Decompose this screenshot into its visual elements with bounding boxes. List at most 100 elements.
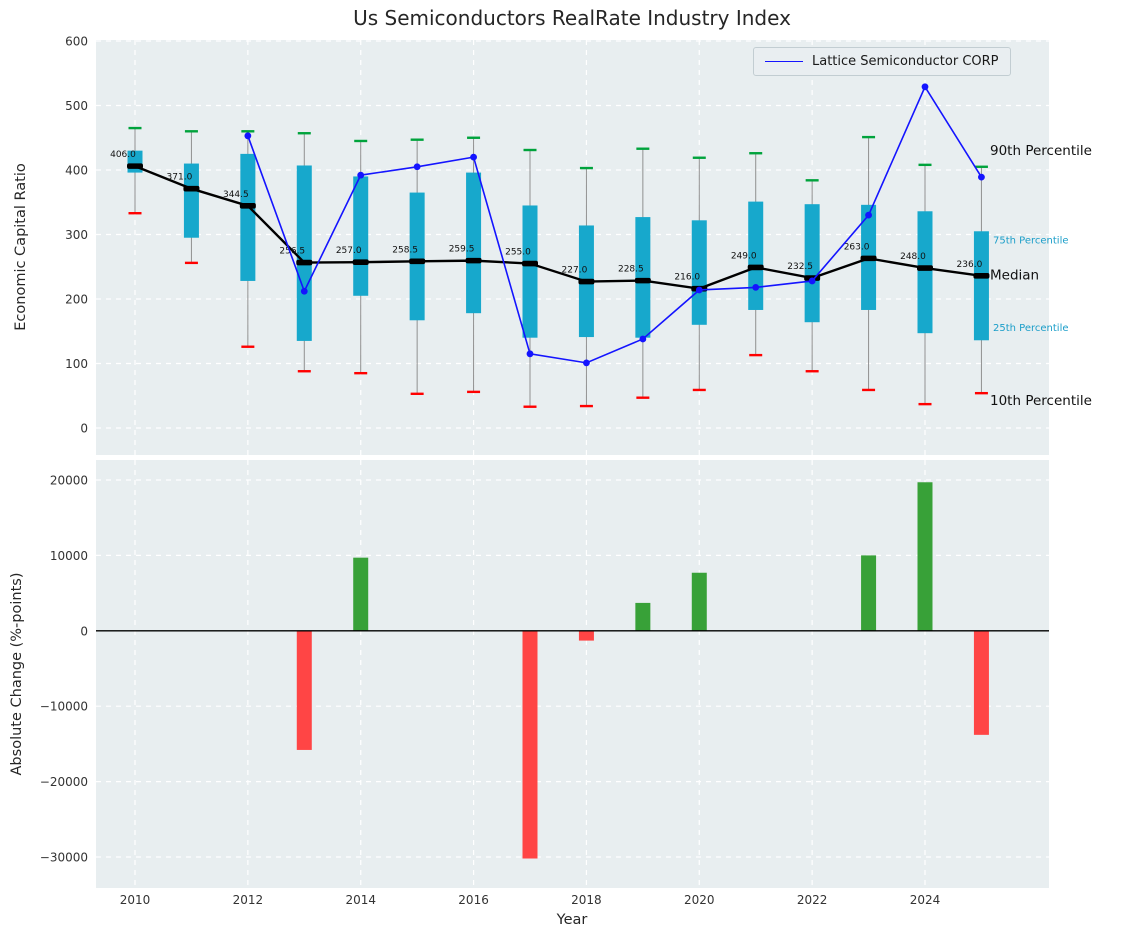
box-2019: [635, 217, 651, 338]
box-2021: [748, 201, 764, 310]
median-marker-2015: [409, 258, 426, 265]
bar-2018: [578, 630, 594, 641]
median-value-label: 259.5: [449, 245, 475, 255]
bottom-y-tick-label: 20000: [50, 474, 88, 488]
median-line: [134, 165, 982, 290]
box-2013: [296, 165, 312, 341]
annotation-90th-percentile: 90th Percentile: [990, 143, 1092, 159]
median-value-label: 216.0: [674, 273, 700, 283]
company-point-2020: [695, 286, 703, 294]
box-2012: [240, 153, 256, 281]
x-axis-label: Year: [556, 912, 588, 928]
top-y-tick-label: 100: [65, 357, 88, 371]
top-y-tick-label: 500: [65, 99, 88, 113]
bar-2020: [691, 572, 707, 631]
median-value-label: 236.0: [957, 260, 983, 270]
median-value-label: 344.5: [223, 190, 249, 200]
bottom-y-tick-label: 0: [80, 624, 88, 638]
x-tick-label: 2010: [120, 893, 151, 907]
median-marker-2011: [183, 185, 200, 192]
bar-2023: [861, 555, 877, 631]
x-tick-label: 2018: [571, 893, 602, 907]
box-2020: [691, 220, 707, 325]
company-point-2017: [526, 350, 534, 358]
box-2016: [466, 172, 482, 314]
x-tick-label: 2020: [684, 893, 715, 907]
company-point-2015: [413, 163, 421, 171]
bottom-y-tick-label: −30000: [40, 851, 88, 865]
company-point-2023: [865, 211, 872, 219]
annotation-median: Median: [990, 268, 1039, 284]
annotation-75th-percentile: 75th Percentile: [993, 236, 1069, 247]
median-value-label: 371.0: [167, 173, 193, 183]
company-point-2024: [921, 83, 929, 91]
company-line: [247, 85, 983, 364]
company-point-2022: [808, 277, 816, 285]
box-2011: [183, 163, 199, 238]
median-value-label: 227.0: [562, 266, 588, 276]
box-2024: [917, 211, 933, 334]
bottom-panel-bg: [96, 460, 1049, 888]
median-marker-2018: [578, 278, 595, 285]
x-tick-label: 2012: [233, 893, 264, 907]
median-marker-2012: [239, 202, 256, 209]
median-value-label: 248.0: [900, 252, 926, 262]
box-2015: [409, 192, 425, 321]
legend-label: Lattice Semiconductor CORP: [812, 54, 999, 69]
top-y-tick-label: 600: [65, 35, 88, 49]
median-marker-2016: [465, 257, 482, 264]
bottom-y-tick-label: −10000: [40, 700, 88, 714]
company-point-2012: [244, 132, 252, 140]
bar-2019: [635, 602, 651, 631]
company-point-2018: [583, 359, 590, 367]
median-value-label: 256.5: [279, 247, 305, 257]
box-2014: [353, 176, 369, 296]
bar-2025: [973, 630, 989, 735]
chart-title: Us Semiconductors RealRate Industry Inde…: [353, 6, 791, 30]
top-panel-bg: [96, 40, 1049, 455]
median-value-label: 406.0: [110, 150, 136, 160]
median-marker-2024: [917, 265, 934, 271]
median-value-label: 255.0: [505, 248, 531, 258]
median-value-label: 257.0: [336, 246, 362, 256]
median-marker-2019: [634, 277, 651, 284]
median-marker-2017: [522, 260, 539, 267]
median-marker-2014: [352, 259, 369, 266]
bar-2017: [522, 630, 538, 859]
box-2022: [804, 204, 820, 323]
x-tick-label: 2014: [345, 893, 376, 907]
x-tick-label: 2016: [458, 893, 489, 907]
top-y-tick-label: 300: [65, 228, 88, 242]
median-value-label: 228.5: [618, 265, 644, 275]
median-value-label: 263.0: [844, 242, 870, 252]
company-point-2025: [978, 173, 985, 181]
x-tick-label: 2022: [797, 893, 828, 907]
median-marker-2023: [860, 255, 877, 262]
box-2025: [973, 231, 989, 341]
box-2017: [522, 205, 538, 338]
company-point-2013: [300, 287, 308, 295]
annotation-25th-percentile: 25th Percentile: [993, 323, 1069, 334]
bar-2014: [353, 557, 369, 631]
bottom-y-axis-label: Absolute Change (%-points): [9, 572, 25, 776]
legend-line-sample: [765, 61, 803, 62]
bottom-y-tick-label: −20000: [40, 775, 88, 789]
legend: Lattice Semiconductor CORP: [753, 47, 1011, 76]
bottom-y-tick-label: 10000: [50, 549, 88, 563]
median-marker-2025: [973, 272, 990, 279]
top-y-tick-label: 400: [65, 164, 88, 178]
annotation-10th-percentile: 10th Percentile: [990, 393, 1092, 409]
company-point-2021: [752, 283, 760, 291]
company-point-2016: [470, 153, 477, 161]
median-marker-2010: [127, 163, 143, 169]
bar-2013: [296, 630, 312, 750]
top-y-axis-label: Economic Capital Ratio: [13, 163, 29, 331]
top-y-tick-label: 0: [80, 422, 88, 436]
median-marker-2021: [747, 264, 764, 271]
bar-2024: [917, 482, 933, 631]
median-marker-2013: [296, 259, 313, 266]
median-value-label: 258.5: [392, 245, 418, 255]
company-point-2019: [639, 335, 647, 343]
